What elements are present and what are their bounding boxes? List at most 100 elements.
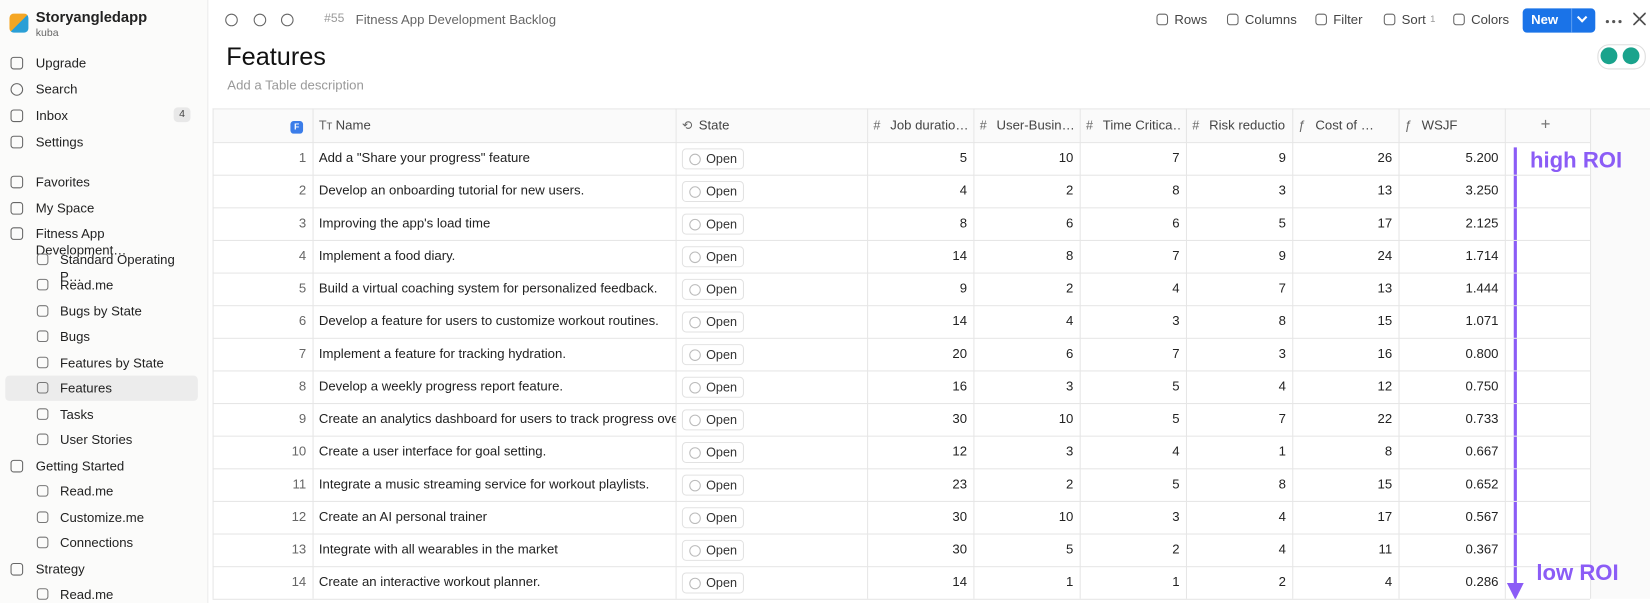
number-cell: 10	[973, 403, 1079, 436]
nav-item[interactable]: Search	[36, 81, 78, 98]
number-cell: 3	[973, 370, 1079, 403]
nav-item[interactable]: Upgrade	[36, 55, 86, 72]
name-cell[interactable]: Add a "Share your progress" feature	[319, 142, 676, 175]
number-cell: 10	[973, 501, 1079, 534]
tree-child[interactable]: Features	[60, 380, 195, 397]
toolbar-button[interactable]: Columns	[1245, 13, 1297, 28]
column-header[interactable]: WSJF	[1422, 108, 1499, 142]
number-cell: 9	[867, 273, 973, 306]
tree-child[interactable]: Connections	[60, 535, 195, 552]
number-cell: 1.714	[1399, 240, 1505, 273]
tree-item[interactable]: My Space	[36, 199, 194, 216]
tree-icon	[11, 176, 24, 189]
column-header[interactable]: Time Critica…	[1103, 108, 1180, 142]
tree-item[interactable]: Strategy	[36, 560, 194, 577]
tree-child[interactable]: Read.me	[60, 586, 195, 603]
name-cell[interactable]: Implement a feature for tracking hydrati…	[319, 338, 676, 371]
tree-child[interactable]: Tasks	[60, 406, 195, 423]
tree-child[interactable]: Features by State	[60, 354, 195, 371]
row-number: 11	[213, 468, 307, 501]
state-pill[interactable]: Open	[682, 311, 744, 332]
column-header[interactable]: Risk reductio…	[1209, 108, 1286, 142]
name-cell[interactable]: Create a user interface for goal setting…	[319, 436, 676, 469]
page-icon	[37, 537, 49, 549]
toolbar-button[interactable]: Colors	[1471, 13, 1509, 28]
state-pill[interactable]: Open	[682, 246, 744, 267]
name-cell[interactable]: Develop a feature for users to customize…	[319, 305, 676, 338]
tree-item[interactable]: Favorites	[36, 174, 194, 191]
nav-icon	[11, 109, 24, 122]
number-cell: 0.652	[1399, 468, 1505, 501]
name-cell[interactable]: Develop an onboarding tutorial for new u…	[319, 175, 676, 208]
row-number: 1	[213, 142, 307, 175]
state-pill[interactable]: Open	[682, 148, 744, 169]
logo	[9, 14, 28, 33]
name-cell[interactable]: Implement a food diary.	[319, 240, 676, 273]
column-line	[313, 108, 314, 598]
column-header[interactable]: State	[699, 108, 861, 142]
page-description[interactable]: Add a Table description	[227, 78, 364, 93]
tree-child[interactable]: Bugs by State	[60, 303, 195, 320]
name-cell[interactable]: Build a virtual coaching system for pers…	[319, 273, 676, 306]
state-pill[interactable]: Open	[682, 214, 744, 235]
breadcrumb[interactable]: Fitness App Development Backlog	[356, 13, 556, 28]
nav-item[interactable]: Settings	[36, 134, 84, 151]
toolbar-button[interactable]: Filter	[1333, 13, 1362, 28]
tree-icon	[11, 562, 24, 575]
nav-item[interactable]: Inbox	[36, 107, 68, 124]
tree-icon	[11, 227, 24, 240]
state-pill[interactable]: Open	[682, 377, 744, 398]
name-cell[interactable]: Create an AI personal trainer	[319, 501, 676, 534]
dot	[1612, 20, 1615, 23]
state-pill[interactable]: Open	[682, 540, 744, 561]
column-header[interactable]: Cost of …	[1315, 108, 1392, 142]
state-pill[interactable]: Open	[682, 475, 744, 496]
tree-child[interactable]: User Stories	[60, 431, 195, 448]
workspace-name[interactable]: Storyangledapp	[36, 8, 147, 25]
name-cell[interactable]: Create an analytics dashboard for users …	[319, 403, 676, 436]
number-cell: 0.286	[1399, 566, 1505, 599]
state-pill[interactable]: Open	[682, 409, 744, 430]
number-cell: 8	[1186, 468, 1292, 501]
state-pill[interactable]: Open	[682, 181, 744, 202]
number-cell: 13	[1292, 175, 1398, 208]
column-header[interactable]: Name	[336, 108, 670, 142]
tree-item[interactable]: Getting Started	[36, 457, 194, 474]
state-pill[interactable]: Open	[682, 572, 744, 593]
name-cell[interactable]: Improving the app's load time	[319, 207, 676, 240]
state-pill[interactable]: Open	[682, 507, 744, 528]
row-number: 4	[213, 240, 307, 273]
column-header[interactable]: User-Busin…	[997, 108, 1074, 142]
tree-child[interactable]: Read.me	[60, 483, 195, 500]
toolbar-icon	[225, 14, 238, 27]
close[interactable]	[1633, 13, 1646, 26]
column-icon: #	[1086, 108, 1103, 142]
dot	[1618, 20, 1621, 23]
avatar	[1601, 47, 1618, 64]
toolbar-button[interactable]: Rows	[1174, 13, 1207, 28]
column-icon: #	[873, 108, 890, 142]
tree-child[interactable]: Customize.me	[60, 509, 195, 526]
number-cell: 26	[1292, 142, 1398, 175]
column-header[interactable]: Job duratio…	[890, 108, 967, 142]
name-cell[interactable]: Create an interactive workout planner.	[319, 566, 676, 599]
new-chevron[interactable]	[1577, 12, 1587, 22]
state-pill[interactable]: Open	[682, 279, 744, 300]
state-pill[interactable]: Open	[682, 442, 744, 463]
new-label[interactable]: New	[1531, 13, 1558, 28]
table-badge: F	[290, 121, 303, 134]
nav-icon	[11, 57, 24, 70]
number-cell: 8	[1186, 305, 1292, 338]
name-cell[interactable]: Develop a weekly progress report feature…	[319, 370, 676, 403]
add-column[interactable]: +	[1541, 108, 1551, 142]
name-cell[interactable]: Integrate a music streaming service for …	[319, 468, 676, 501]
state-pill[interactable]: Open	[682, 344, 744, 365]
page-icon	[37, 511, 49, 523]
number-cell: 1.444	[1399, 273, 1505, 306]
name-cell[interactable]: Integrate with all wearables in the mark…	[319, 534, 676, 567]
toolbar-button[interactable]: Sort	[1402, 13, 1426, 28]
tree-child[interactable]: Bugs	[60, 328, 195, 345]
number-cell: 15	[1292, 468, 1398, 501]
number-cell: 2	[1080, 534, 1186, 567]
tree-child[interactable]: Read.me	[60, 277, 195, 294]
